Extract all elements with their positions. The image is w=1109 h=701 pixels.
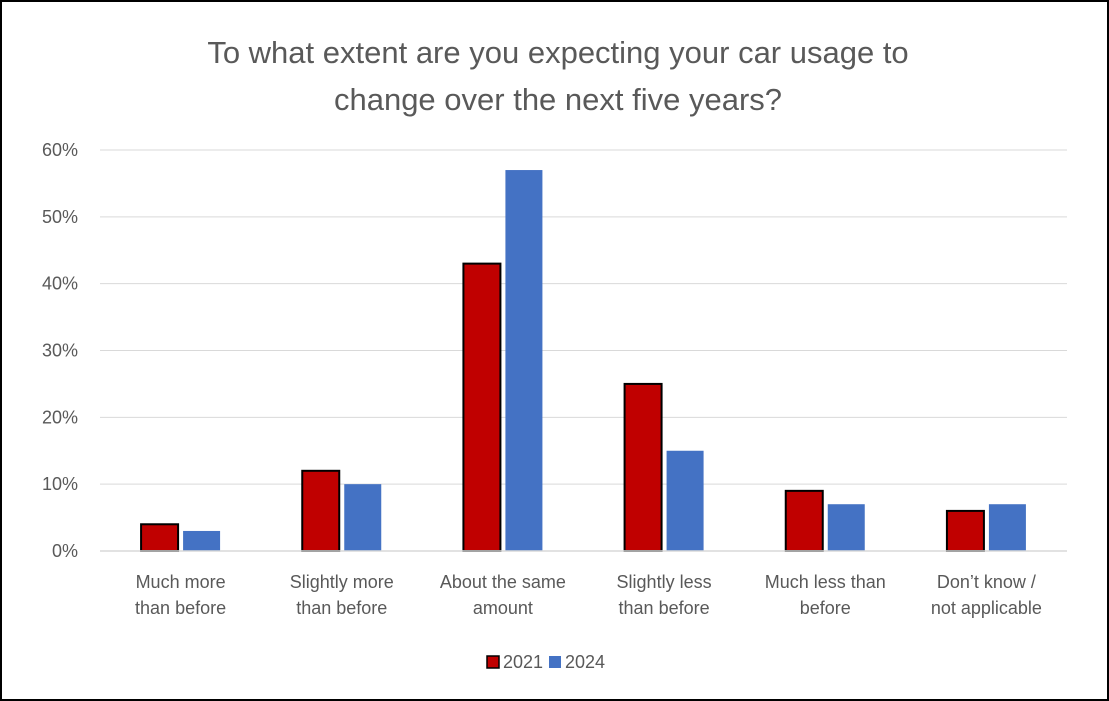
gridlines [100,149,1067,485]
legend-swatch-2024 [549,656,561,668]
bar-2021-5 [945,509,985,552]
y-tick-label: 40% [42,274,78,294]
chart-title-line-2: change over the next five years? [334,82,782,117]
bar-2024-5 [988,504,1026,551]
y-tick-label: 0% [52,541,78,561]
bar-2021-1 [301,469,341,552]
x-category-label: Much more [136,572,226,592]
y-axis-tick-labels: 0% 10% 20% 30% 40% 50% 60% [42,140,78,561]
x-category-label: than before [135,598,226,618]
bar-2021-4 [784,489,824,553]
x-category-label: amount [473,598,533,618]
x-category-label: About the same [440,572,566,592]
bar-2021-3 [623,382,663,552]
bar-2024-2 [505,170,543,552]
legend-swatch-2021 [486,655,500,669]
x-category-label: not applicable [931,598,1042,618]
x-axis-category-labels: Much more than before Slightly more than be… [135,572,1042,618]
y-tick-label: 50% [42,207,78,227]
x-category-label: Slightly more [290,572,394,592]
legend: 2021 2024 [486,652,605,672]
x-category-label: than before [619,598,710,618]
chart-title: To what extent are you expecting your ca… [207,35,908,117]
bar-2024-4 [827,504,865,551]
bar-2021-0 [140,523,180,552]
x-category-label: before [800,598,851,618]
y-tick-label: 10% [42,474,78,494]
y-tick-label: 30% [42,341,78,361]
y-tick-label: 20% [42,407,78,427]
y-tick-label: 60% [42,140,78,160]
x-category-label: Slightly less [617,572,712,592]
x-category-label: Much less than [765,572,886,592]
legend-label-2021: 2021 [503,652,543,672]
bar-2024-3 [666,450,704,551]
bars [140,170,1026,553]
bar-2021-2 [462,262,502,552]
legend-label-2024: 2024 [565,652,605,672]
x-category-label: than before [296,598,387,618]
chart-title-line-1: To what extent are you expecting your ca… [207,35,908,70]
x-category-label: Don’t know / [937,572,1036,592]
bar-2024-0 [183,530,221,551]
bar-2024-1 [344,484,382,551]
